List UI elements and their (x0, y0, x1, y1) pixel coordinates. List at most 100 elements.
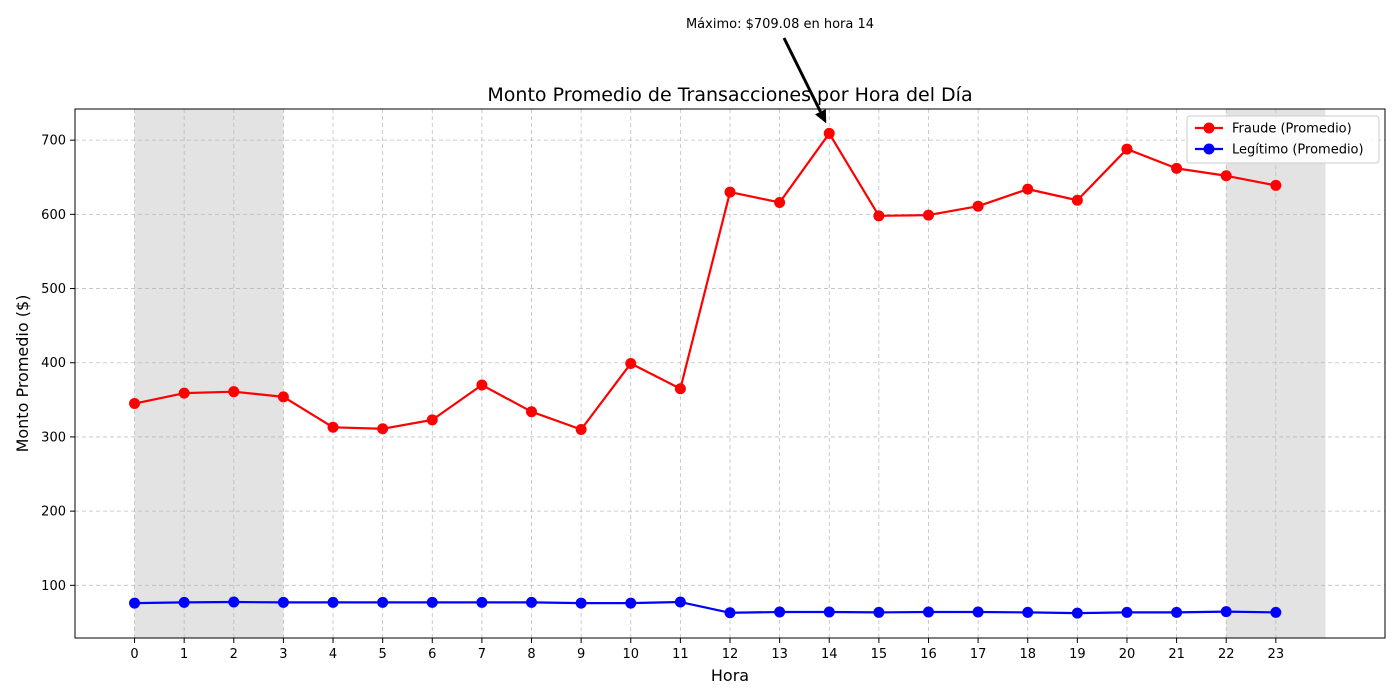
data-point (1171, 606, 1183, 618)
data-point (823, 127, 835, 139)
x-tick-label: 16 (920, 647, 937, 662)
y-tick-label: 700 (41, 134, 66, 149)
data-point (625, 357, 637, 369)
annotation-arrow-line (782, 37, 822, 113)
x-tick-label: 3 (279, 647, 287, 662)
data-point (1071, 194, 1083, 206)
x-tick-label: 20 (1119, 647, 1136, 662)
data-point (277, 596, 289, 608)
y-tick-label: 500 (41, 282, 66, 297)
x-tick-label: 8 (527, 647, 535, 662)
data-point (129, 398, 141, 410)
x-tick-label: 10 (622, 647, 639, 662)
grid-lines (75, 109, 1385, 638)
x-tick-label: 19 (1069, 647, 1086, 662)
data-point (774, 606, 786, 618)
x-tick-label: 12 (722, 647, 739, 662)
data-point (476, 596, 488, 608)
series-line (134, 132, 1277, 431)
x-tick-label: 22 (1218, 647, 1235, 662)
x-tick-label: 5 (379, 647, 387, 662)
data-point (476, 379, 488, 391)
data-point (823, 606, 835, 618)
data-point (674, 383, 686, 395)
data-point (922, 209, 934, 221)
data-point (377, 423, 389, 435)
data-point (129, 597, 141, 609)
max-annotation: Máximo: $709.08 en hora 14 (686, 17, 874, 124)
x-tick-label: 23 (1268, 647, 1285, 662)
data-point (1022, 183, 1034, 195)
x-tick-label: 13 (771, 647, 788, 662)
y-axis-title: Monto Promedio ($) (13, 295, 32, 453)
data-point (1220, 606, 1232, 618)
legend-label: Legítimo (Promedio) (1232, 143, 1364, 158)
legend-marker (1203, 122, 1215, 134)
x-tick-label: 17 (970, 647, 987, 662)
chart-title: Monto Promedio de Transacciones por Hora… (487, 84, 972, 106)
data-point (1022, 606, 1034, 618)
data-point (972, 200, 984, 212)
data-point (1270, 179, 1282, 191)
legend-label: Fraude (Promedio) (1232, 122, 1352, 137)
annotation-arrow-head (815, 109, 827, 124)
data-point (526, 406, 538, 418)
data-point (178, 596, 190, 608)
shaded-region (134, 109, 284, 638)
data-point (426, 596, 438, 608)
data-point (873, 606, 885, 618)
data-point (1270, 606, 1282, 618)
shaded-regions (134, 109, 1326, 638)
data-point (426, 414, 438, 426)
data-point (1071, 607, 1083, 619)
y-tick-label: 600 (41, 208, 66, 223)
y-tick-label: 200 (41, 505, 66, 520)
axis-ticks: 0 1 2 3 4 5 6 7 8 9 10 11 12 13 14 15 16 17 18 19 20 21 22 2310… (41, 134, 1284, 662)
data-point (575, 597, 587, 609)
x-tick-label: 21 (1168, 647, 1185, 662)
data-series (129, 127, 1282, 619)
x-tick-label: 6 (428, 647, 436, 662)
data-point (972, 606, 984, 618)
data-point (1121, 606, 1133, 618)
data-point (377, 596, 389, 608)
legend: Fraude (Promedio) Legítimo (Promedio) (1186, 115, 1380, 164)
x-tick-label: 9 (577, 647, 585, 662)
x-tick-label: 11 (672, 647, 689, 662)
data-point (1171, 162, 1183, 174)
x-tick-label: 15 (871, 647, 888, 662)
data-point (724, 607, 736, 619)
data-point (922, 606, 934, 618)
data-point (327, 421, 339, 433)
data-point (228, 386, 240, 398)
data-point (526, 596, 538, 608)
series-line (134, 600, 1276, 615)
legend-box (1186, 115, 1380, 164)
x-tick-label: 18 (1019, 647, 1036, 662)
x-tick-label: 4 (329, 647, 337, 662)
data-point (178, 387, 190, 399)
x-tick-label: 2 (230, 647, 238, 662)
x-tick-label: 14 (821, 647, 838, 662)
data-point (228, 596, 240, 608)
series-fraude (129, 127, 1282, 436)
data-point (625, 597, 637, 609)
annotation-text: Máximo: $709.08 en hora 14 (686, 17, 874, 32)
data-point (724, 186, 736, 198)
legend-marker (1203, 143, 1215, 155)
data-point (575, 424, 587, 436)
x-axis-title: Hora (711, 666, 749, 685)
data-point (327, 596, 339, 608)
x-tick-label: 0 (130, 647, 138, 662)
y-tick-label: 400 (41, 356, 66, 371)
x-tick-label: 1 (180, 647, 188, 662)
data-point (873, 210, 885, 222)
data-point (1220, 170, 1232, 182)
data-point (774, 196, 786, 208)
shaded-region (1226, 109, 1326, 638)
data-point (1121, 143, 1133, 155)
y-tick-label: 100 (41, 579, 66, 594)
series-legitimo (129, 596, 1282, 619)
data-point (277, 391, 289, 403)
